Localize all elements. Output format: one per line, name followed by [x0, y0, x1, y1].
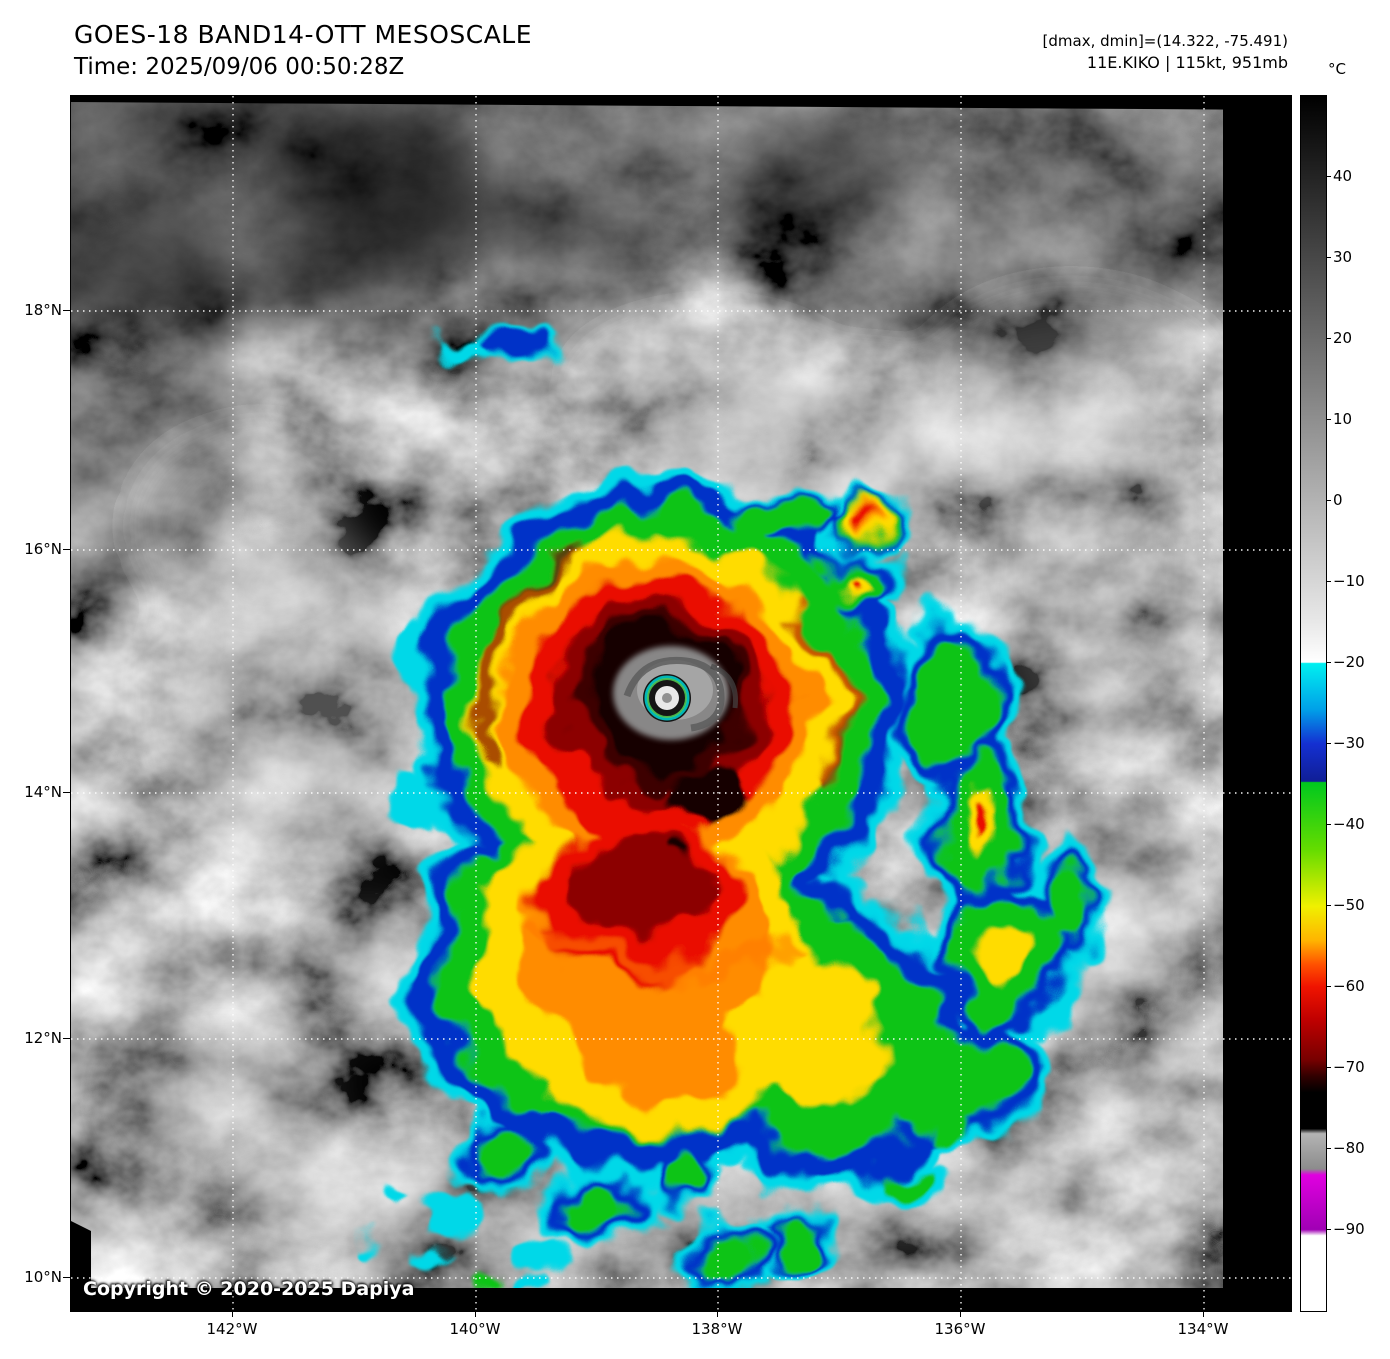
colorbar-tick-label: 10 [1333, 410, 1353, 428]
copyright-label: Copyright © 2020-2025 Dapiya [83, 1278, 415, 1300]
satellite-image [71, 96, 1291, 1311]
colorbar-tick-label: −90 [1333, 1220, 1365, 1238]
colorbar-tick-label: −20 [1333, 653, 1365, 671]
temperature-colorbar [1300, 95, 1327, 1312]
colorbar-tick-label: −80 [1333, 1139, 1365, 1157]
colorbar-tick-label: 20 [1333, 329, 1353, 347]
colorbar-tick-label: −40 [1333, 815, 1365, 833]
time-label: Time: 2025/09/06 00:50:28Z [74, 54, 405, 80]
colorbar-tick-label: −10 [1333, 572, 1365, 590]
colorbar-tick-label: 0 [1333, 491, 1343, 509]
colorbar-tick-label: 40 [1333, 167, 1353, 185]
colorbar-tick-label: 30 [1333, 248, 1353, 266]
colorbar-tick-label: −60 [1333, 977, 1365, 995]
lat-label: 12°N [24, 1029, 62, 1047]
lon-label: 136°W [934, 1320, 986, 1338]
lat-label: 10°N [24, 1268, 62, 1286]
cold-speck [675, 851, 693, 865]
colorbar-tick-label: −70 [1333, 1058, 1365, 1076]
spiral-banding [476, 544, 844, 978]
colorbar-tick-label: −30 [1333, 734, 1365, 752]
lon-label: 134°W [1177, 1320, 1229, 1338]
storm-info-label: 11E.KIKO | 115kt, 951mb [1086, 53, 1288, 72]
scene-edges [71, 96, 1291, 1311]
dmax-dmin-label: [dmax, dmin]=(14.322, -75.491) [1042, 32, 1288, 50]
lon-label: 138°W [691, 1320, 743, 1338]
page-title: GOES-18 BAND14-OTT MESOSCALE [74, 20, 533, 49]
lon-label: 142°W [206, 1320, 258, 1338]
colorbar-tick-label: −50 [1333, 896, 1365, 914]
colorbar-unit-label: °C [1328, 60, 1346, 78]
lat-label: 16°N [24, 540, 62, 558]
hurricane-eye [643, 674, 691, 722]
lon-label: 140°W [449, 1320, 501, 1338]
graticule [71, 96, 1291, 1311]
lat-label: 14°N [24, 783, 62, 801]
satellite-map: Copyright © 2020-2025 Dapiya [70, 95, 1292, 1312]
lat-label: 18°N [24, 301, 62, 319]
